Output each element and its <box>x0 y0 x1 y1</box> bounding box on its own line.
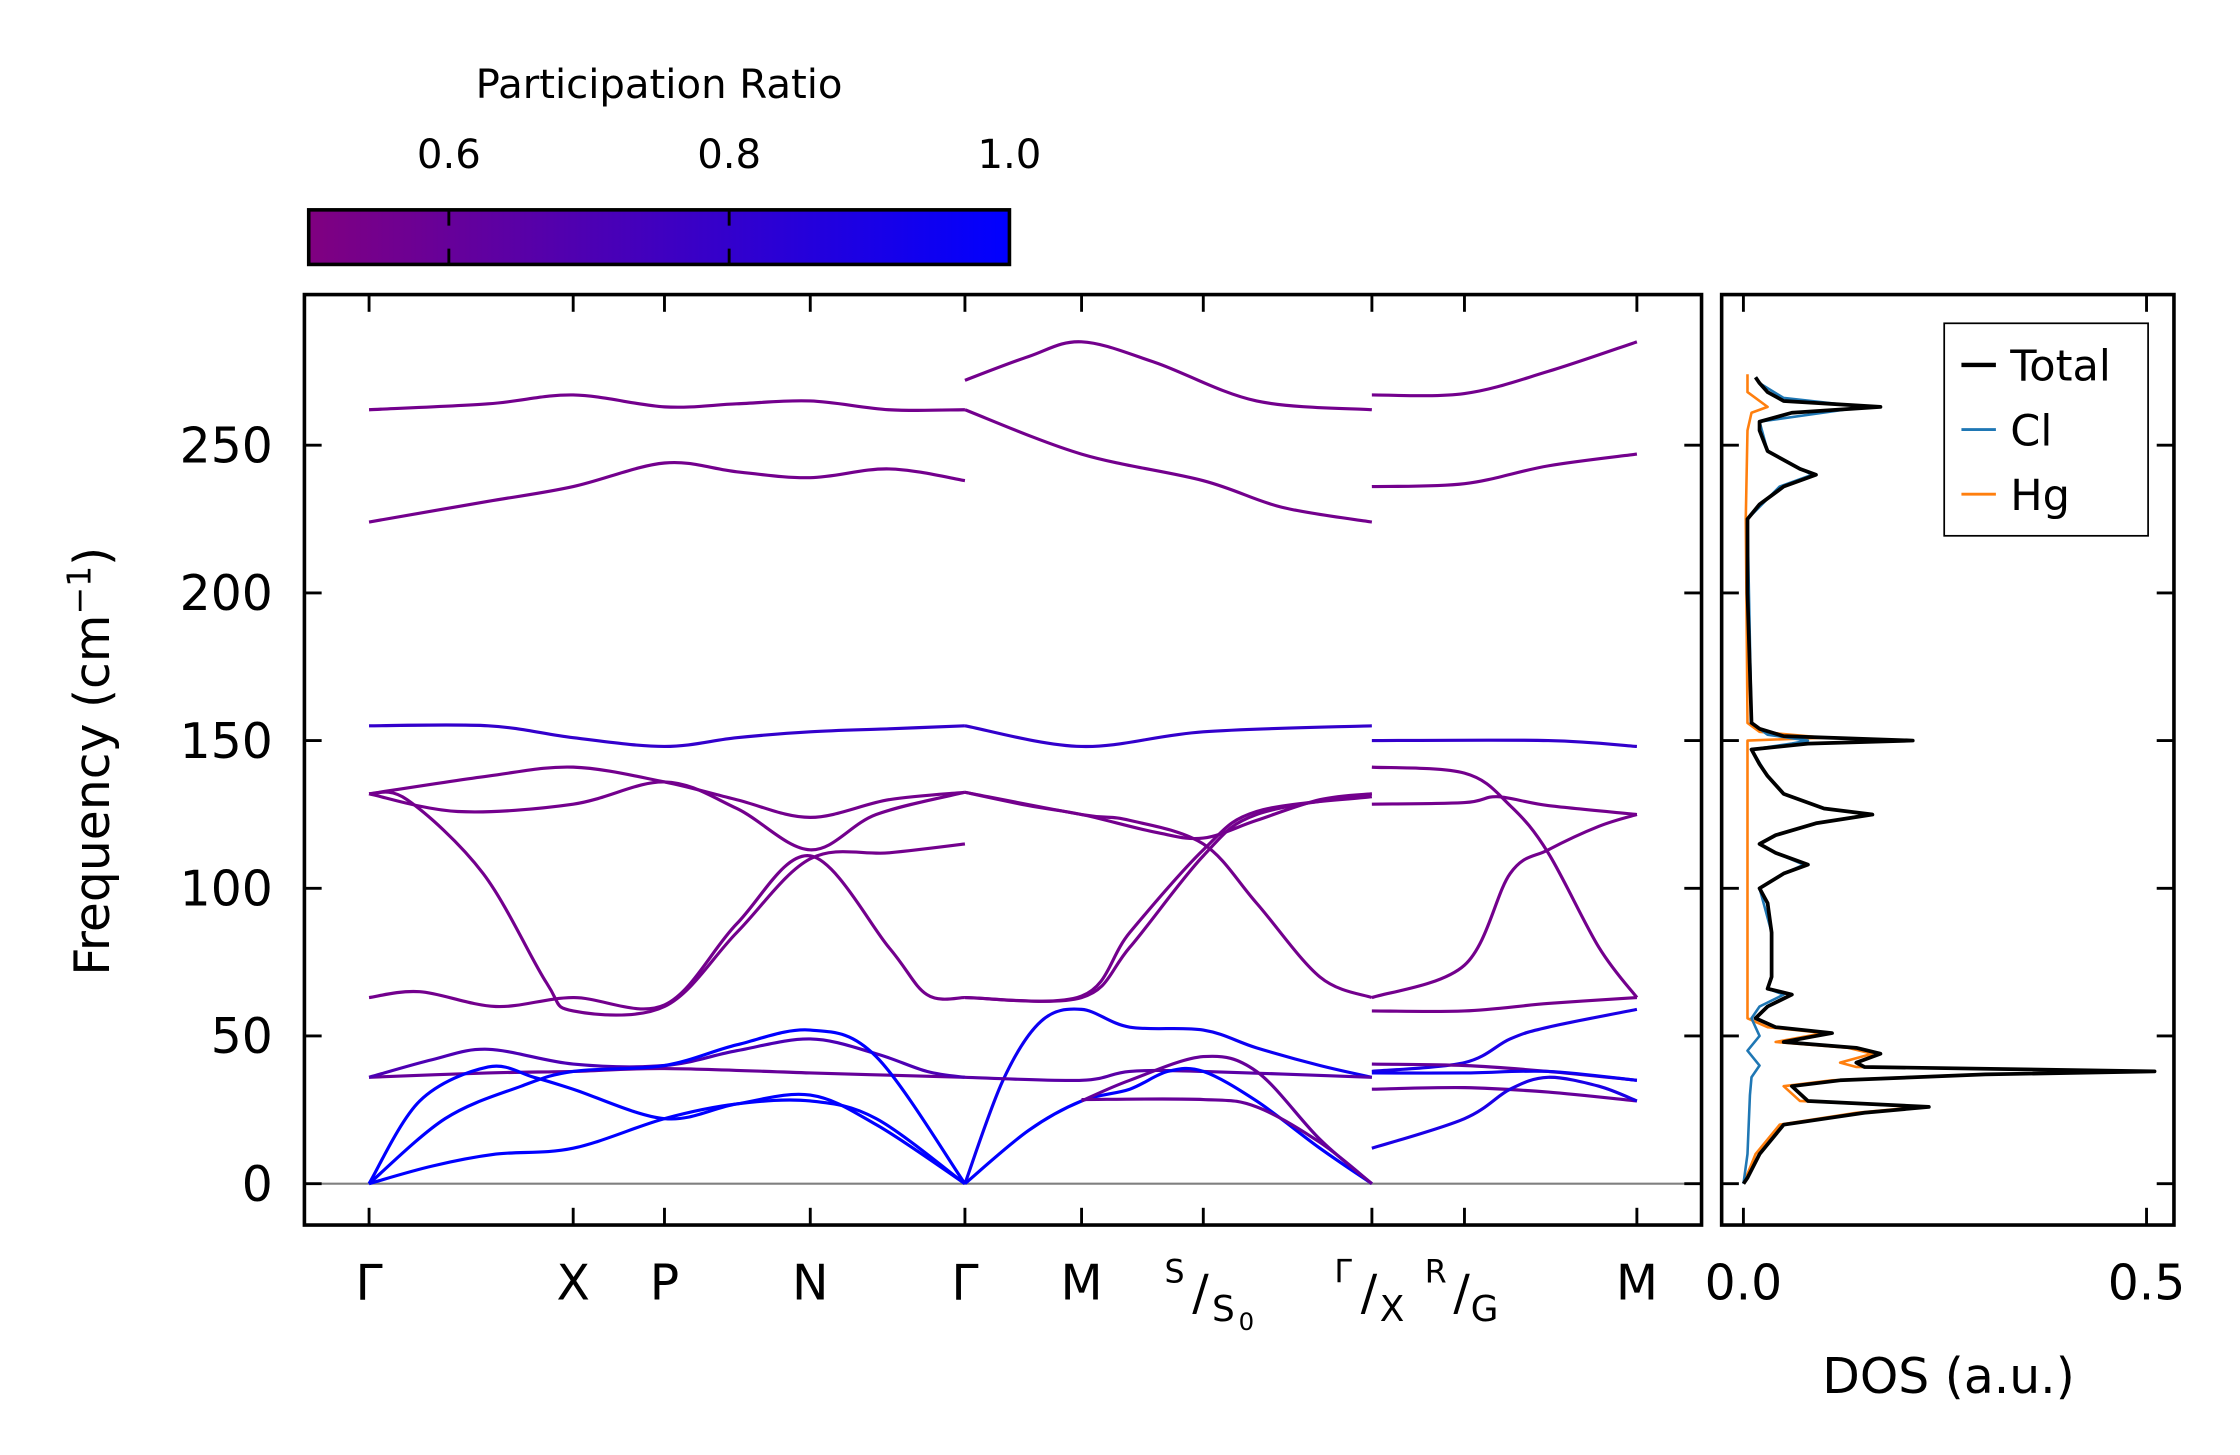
k-point-label: R / G <box>1425 1254 1499 1330</box>
phonon-band <box>964 790 1373 841</box>
phonon-band <box>369 723 965 749</box>
dos-x-tick-label: 0.0 <box>1705 1255 1783 1312</box>
dos-series-cl <box>1742 376 1870 1184</box>
phonon-band <box>1371 813 1638 1000</box>
phonon-band <box>368 1037 966 1079</box>
phonon-band <box>368 790 966 1017</box>
phonon-band <box>1371 738 1638 749</box>
k-point-label: Γ / X <box>1334 1254 1404 1330</box>
k-point-label: X <box>556 1255 589 1312</box>
k-point-label-left: S <box>1165 1254 1185 1290</box>
y-axis-label: Frequency (cm−1) <box>59 547 121 976</box>
phonon-band <box>367 1064 966 1185</box>
k-point-label-left: Γ <box>1334 1254 1352 1290</box>
colorbar-tick-label: 0.6 <box>417 132 481 178</box>
phonon-band <box>368 1028 967 1185</box>
phonon-band <box>368 854 966 1011</box>
k-point-label-right: X <box>1380 1289 1405 1330</box>
k-point-label: M <box>1616 1255 1658 1312</box>
phonon-band <box>964 1068 1372 1083</box>
k-point-label: Γ <box>951 1255 978 1312</box>
phonon-band <box>1371 1007 1638 1073</box>
k-point-label: P <box>650 1255 679 1312</box>
colorbar-title: Participation Ratio <box>476 62 843 108</box>
phonon-band <box>368 1098 966 1186</box>
colorbar-gradient <box>306 208 1012 267</box>
colorbar: Participation Ratio 0.6 0.8 1.0 <box>306 62 1041 267</box>
k-point-label: S / S 0 <box>1165 1254 1255 1335</box>
colorbar-tick-label: 1.0 <box>977 132 1041 178</box>
y-tick-label: 200 <box>180 565 273 622</box>
phonon-band <box>368 393 965 413</box>
phonon-band <box>964 795 1373 1003</box>
phonon-band <box>368 460 966 524</box>
k-point-label-subscript: 0 <box>1239 1307 1255 1336</box>
phonon-band <box>964 724 1372 749</box>
k-point-label-right: S <box>1212 1289 1235 1330</box>
y-tick-label: 50 <box>211 1008 273 1065</box>
dos-series-total <box>1741 376 2157 1185</box>
k-point-label-slash: / <box>1361 1265 1378 1322</box>
phonon-band <box>1371 1069 1638 1082</box>
phonon-band <box>964 790 1373 1000</box>
legend-label-total: Total <box>2009 342 2111 392</box>
phonon-band <box>963 1007 1373 1185</box>
k-point-label-left: R <box>1425 1254 1447 1290</box>
k-point-label: Γ <box>355 1255 382 1312</box>
y-tick-label: 250 <box>180 417 273 474</box>
k-point-label-slash: / <box>1453 1265 1470 1322</box>
phonon-band <box>1371 452 1638 489</box>
phonon-band <box>1371 340 1638 398</box>
dos-x-tick-label: 0.5 <box>2108 1255 2186 1312</box>
phonon-band <box>963 1066 1373 1185</box>
dos-axes: 0.0 0.5 DOS (a.u.) Total Cl Hg <box>1705 292 2186 1405</box>
phonon-band <box>964 408 1373 524</box>
phonon-band <box>368 765 966 819</box>
phonon-band <box>1371 795 1638 817</box>
dos-plot-frame <box>1719 292 2176 1227</box>
phonon-band <box>1371 1075 1638 1150</box>
phonon-band <box>1371 765 1639 999</box>
phonon-band <box>1371 996 1638 1014</box>
band-plot-frame <box>302 292 1704 1227</box>
k-point-label: N <box>792 1255 829 1312</box>
legend-label-cl: Cl <box>2010 406 2052 456</box>
y-tick-label: 150 <box>180 713 273 770</box>
phonon-band <box>964 340 1372 412</box>
legend: Total Cl Hg <box>1943 322 2149 537</box>
k-point-label: M <box>1061 1255 1103 1312</box>
phonon-band <box>1081 1097 1373 1185</box>
phonon-band <box>1371 1085 1638 1103</box>
y-tick-label: 0 <box>242 1156 273 1213</box>
dos-x-axis-label: DOS (a.u.) <box>1822 1348 2074 1405</box>
colorbar-tick-label: 0.8 <box>697 132 761 178</box>
k-point-label-slash: / <box>1192 1265 1209 1322</box>
k-point-label-right: G <box>1471 1289 1499 1330</box>
phonon-band <box>368 780 966 852</box>
legend-label-hg: Hg <box>2010 471 2070 521</box>
y-tick-label: 100 <box>180 861 273 918</box>
